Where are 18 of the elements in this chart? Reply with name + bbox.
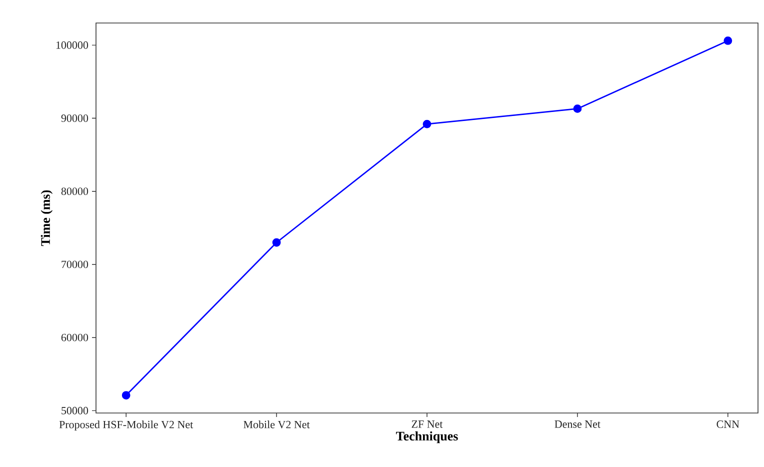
y-axis-title: Time (ms) xyxy=(40,190,53,246)
x-tick-label: Proposed HSF-Mobile V2 Net xyxy=(59,420,194,431)
point xyxy=(122,391,130,400)
y-tick-label: 90000 xyxy=(61,114,88,122)
point xyxy=(724,36,732,45)
x-tick-label: Mobile V2 Net xyxy=(244,420,310,428)
point xyxy=(573,104,582,113)
y-tick-label: 80000 xyxy=(61,188,88,196)
y-tick-label: 100000 xyxy=(56,41,88,49)
y-tick-label: 50000 xyxy=(62,406,88,414)
point xyxy=(422,120,432,128)
y-tick-label: 60000 xyxy=(61,334,88,342)
x-tick-label: CNN xyxy=(716,420,740,428)
x-tick-label: ZF Net xyxy=(412,420,443,428)
y-tick-label: 70000 xyxy=(62,260,88,268)
x-axis-title: Techniques xyxy=(396,431,458,444)
x-tick-label: Dense Net xyxy=(554,420,600,428)
point xyxy=(272,238,281,247)
